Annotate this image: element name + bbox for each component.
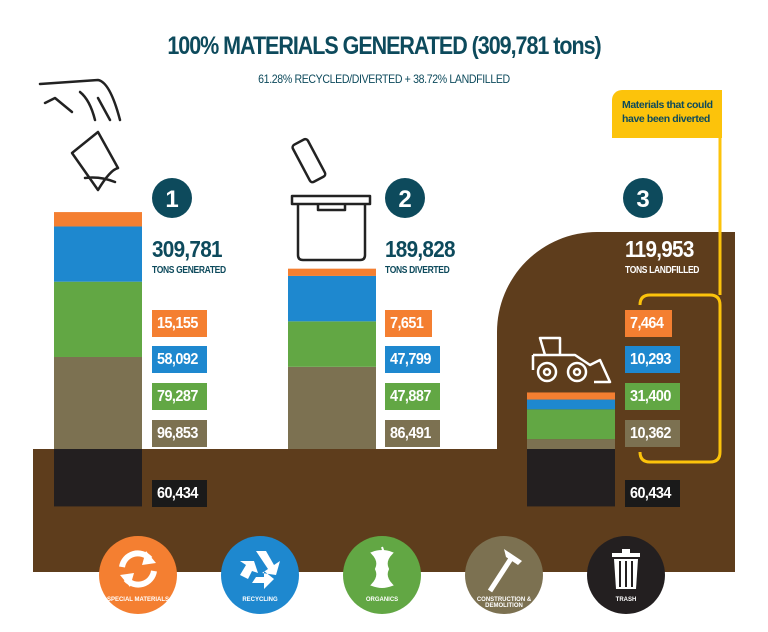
step-number: 3	[636, 186, 649, 213]
bar-segment-organics	[54, 281, 142, 357]
value-label-construction-demolition: 96,853	[152, 420, 208, 447]
cycle-arrows-icon	[99, 536, 177, 614]
bar-segment-recycling	[288, 275, 376, 322]
bar-segment-recycling	[54, 226, 142, 282]
step-circle	[152, 178, 192, 218]
value-label-special-materials: 7,651	[385, 310, 433, 337]
legend-label: RECYCLING	[242, 597, 278, 603]
trash-can-icon	[587, 536, 665, 614]
loader-icon	[531, 336, 612, 384]
legend-label: CONSTRUCTION & DEMOLITION	[476, 597, 532, 609]
legend-label: TRASH	[615, 597, 637, 603]
value-label-construction-demolition: 10,362	[625, 420, 681, 447]
page-title: 100% MATERIALS GENERATED (309,781 tons)	[167, 32, 601, 60]
value-label-recycling: 58,092	[152, 346, 208, 373]
bar-segment-trash	[527, 449, 615, 507]
bar-segment-recycling	[527, 399, 615, 410]
recycle-icon	[221, 536, 299, 614]
bar-segment-special-materials	[527, 392, 615, 400]
legend-item-organics: ORGANICS	[342, 535, 422, 615]
legend-item-trash: TRASH	[586, 535, 666, 615]
value-label-trash: 60,434	[625, 480, 681, 507]
legend-item-recycling: RECYCLING	[220, 535, 300, 615]
legend-label: SPECIAL MATERIALS	[106, 597, 170, 603]
value-label-special-materials: 15,155	[152, 310, 208, 337]
value-label-organics: 47,887	[385, 383, 441, 410]
column-total-label: TONS DIVERTED	[385, 265, 450, 276]
page-subtitle: 61.28% RECYCLED/DIVERTED + 38.72% LANDFI…	[258, 72, 510, 86]
bar-segment-trash	[54, 449, 142, 507]
hammer-icon	[465, 536, 543, 614]
column-total-label: TONS LANDFILLED	[625, 265, 700, 276]
bar-segment-special-materials	[288, 268, 376, 276]
bar-segment-construction-demolition	[288, 366, 376, 449]
bar-segment-organics	[288, 321, 376, 367]
value-label-recycling: 47,799	[385, 346, 441, 373]
bar-segment-organics	[527, 409, 615, 440]
bar-segment-construction-demolition	[527, 439, 615, 449]
bar-segment-construction-demolition	[54, 356, 142, 449]
column-total-label: TONS GENERATED	[152, 265, 226, 276]
column-total: 119,953	[625, 236, 694, 262]
column-total: 189,828	[385, 236, 456, 262]
legend-item-special-materials: SPECIAL MATERIALS	[98, 535, 178, 615]
step-number: 1	[165, 186, 178, 213]
value-label-organics: 79,287	[152, 383, 208, 410]
value-label-organics: 31,400	[625, 383, 681, 410]
legend-item-construction-demolition: CONSTRUCTION & DEMOLITION	[464, 535, 544, 615]
value-label-recycling: 10,293	[625, 346, 681, 373]
value-label-special-materials: 7,464	[625, 310, 673, 337]
recycling-bin-icon	[290, 137, 372, 262]
value-label-construction-demolition: 86,491	[385, 420, 441, 447]
bar-segment-special-materials	[54, 212, 142, 227]
diverted-bracket	[638, 138, 722, 464]
callout-diverted: Materials that could have been diverted	[612, 90, 722, 138]
value-label-trash: 60,434	[152, 480, 208, 507]
step-number: 2	[398, 186, 411, 213]
hand-icon	[38, 78, 122, 192]
legend-label: ORGANICS	[365, 597, 399, 603]
step-circle	[385, 178, 425, 218]
step-circle	[623, 178, 663, 218]
apple-core-icon	[343, 536, 421, 614]
column-total: 309,781	[152, 236, 223, 262]
